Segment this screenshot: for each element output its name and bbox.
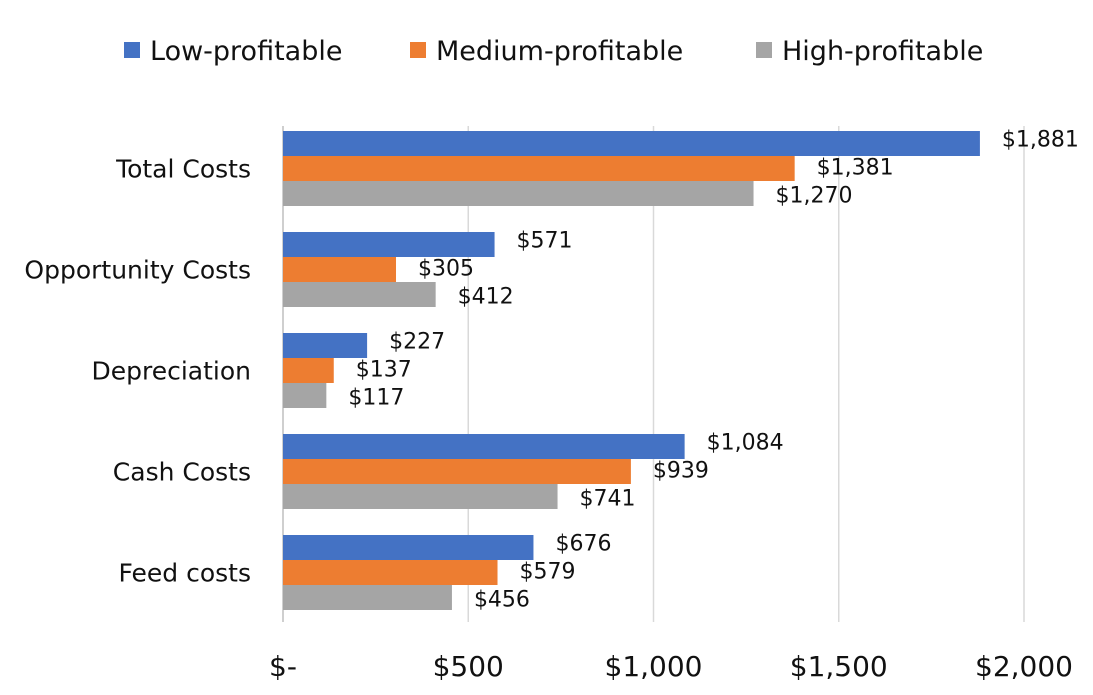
category-label: Cash Costs	[113, 458, 251, 487]
data-label: $1,084	[707, 431, 784, 456]
data-label: $579	[520, 560, 576, 585]
data-label: $1,881	[1002, 128, 1079, 153]
data-label: $117	[348, 386, 404, 411]
bar-medium-profitable	[283, 459, 631, 484]
category-label: Total Costs	[115, 155, 251, 184]
bar-high-profitable	[283, 585, 452, 610]
x-tick-label: $500	[433, 650, 504, 683]
category-label: Depreciation	[91, 357, 251, 386]
legend-swatch-0	[124, 42, 140, 58]
bar-high-profitable	[283, 181, 754, 206]
bar-medium-profitable	[283, 156, 795, 181]
bar-low-profitable	[283, 434, 685, 459]
legend: Low-profitable Medium-profitable High-prof…	[124, 36, 983, 67]
data-label: $227	[389, 330, 445, 355]
bar-medium-profitable	[283, 560, 498, 585]
bars: $1,881 $1,381 $1,270 $571 $305 $412 $227 $137 $1…	[283, 128, 1079, 613]
bar-medium-profitable	[283, 257, 397, 282]
x-tick-label: $2,000	[975, 650, 1073, 683]
data-label: $1,270	[776, 184, 853, 209]
x-tick-label: $-	[269, 650, 297, 683]
category-label: Feed costs	[119, 559, 251, 588]
category-label: Opportunity Costs	[24, 256, 251, 285]
data-label: $305	[418, 257, 474, 282]
category-labels: Total Costs Opportunity Costs Depreciation…	[24, 155, 251, 588]
data-label: $676	[555, 532, 611, 557]
x-tick-label: $1,500	[790, 650, 888, 683]
bar-low-profitable	[283, 535, 534, 560]
legend-swatch-2	[756, 42, 772, 58]
bar-low-profitable	[283, 333, 368, 358]
legend-label-1: Medium-profitable	[436, 36, 683, 67]
data-label: $412	[458, 285, 514, 310]
bar-medium-profitable	[283, 358, 334, 383]
data-label: $137	[356, 358, 412, 383]
bar-high-profitable	[283, 383, 327, 408]
x-tick-labels: $- $500 $1,000 $1,500 $2,000	[269, 650, 1073, 683]
data-label: $741	[580, 487, 636, 512]
data-label: $939	[653, 459, 709, 484]
bar-high-profitable	[283, 484, 558, 509]
legend-label-2: High-profitable	[782, 36, 983, 67]
legend-label-0: Low-profitable	[150, 36, 342, 67]
data-label: $1,381	[817, 156, 894, 181]
legend-swatch-1	[410, 42, 426, 58]
data-label: $571	[517, 229, 573, 254]
bar-low-profitable	[283, 131, 980, 156]
bar-high-profitable	[283, 282, 436, 307]
bar-low-profitable	[283, 232, 495, 257]
data-label: $456	[474, 588, 530, 613]
x-tick-label: $1,000	[605, 650, 703, 683]
